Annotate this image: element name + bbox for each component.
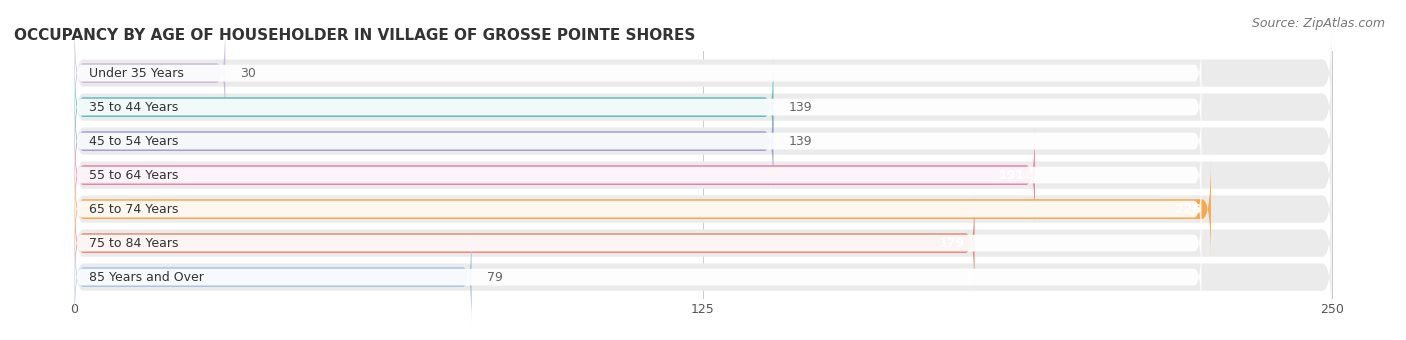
- Text: 85 Years and Over: 85 Years and Over: [90, 271, 204, 284]
- FancyBboxPatch shape: [75, 102, 1201, 181]
- FancyBboxPatch shape: [75, 61, 1331, 153]
- Text: 79: 79: [486, 271, 502, 284]
- Text: Under 35 Years: Under 35 Years: [90, 67, 184, 80]
- FancyBboxPatch shape: [75, 170, 1201, 249]
- FancyBboxPatch shape: [75, 57, 773, 157]
- FancyBboxPatch shape: [75, 95, 1331, 187]
- FancyBboxPatch shape: [75, 227, 471, 327]
- Text: 179: 179: [938, 237, 965, 250]
- FancyBboxPatch shape: [75, 136, 1201, 215]
- Text: 139: 139: [789, 101, 813, 114]
- FancyBboxPatch shape: [75, 27, 1331, 119]
- Text: 65 to 74 Years: 65 to 74 Years: [90, 203, 179, 216]
- FancyBboxPatch shape: [75, 68, 1201, 147]
- FancyBboxPatch shape: [75, 238, 1201, 317]
- Text: 45 to 54 Years: 45 to 54 Years: [90, 135, 179, 148]
- Text: 55 to 64 Years: 55 to 64 Years: [90, 169, 179, 182]
- FancyBboxPatch shape: [75, 193, 974, 293]
- Text: OCCUPANCY BY AGE OF HOUSEHOLDER IN VILLAGE OF GROSSE POINTE SHORES: OCCUPANCY BY AGE OF HOUSEHOLDER IN VILLA…: [14, 28, 696, 43]
- FancyBboxPatch shape: [75, 163, 1331, 255]
- FancyBboxPatch shape: [75, 125, 1035, 225]
- Text: 191: 191: [998, 169, 1025, 182]
- FancyBboxPatch shape: [75, 34, 1201, 113]
- FancyBboxPatch shape: [75, 129, 1331, 221]
- FancyBboxPatch shape: [75, 159, 1211, 259]
- FancyBboxPatch shape: [75, 231, 1331, 323]
- Text: 139: 139: [789, 135, 813, 148]
- FancyBboxPatch shape: [75, 91, 773, 191]
- Text: 75 to 84 Years: 75 to 84 Years: [90, 237, 179, 250]
- Text: 226: 226: [1175, 203, 1201, 216]
- FancyBboxPatch shape: [75, 23, 225, 123]
- Text: Source: ZipAtlas.com: Source: ZipAtlas.com: [1251, 17, 1385, 30]
- Text: 30: 30: [240, 67, 256, 80]
- FancyBboxPatch shape: [75, 204, 1201, 283]
- Text: 35 to 44 Years: 35 to 44 Years: [90, 101, 179, 114]
- FancyBboxPatch shape: [75, 197, 1331, 289]
